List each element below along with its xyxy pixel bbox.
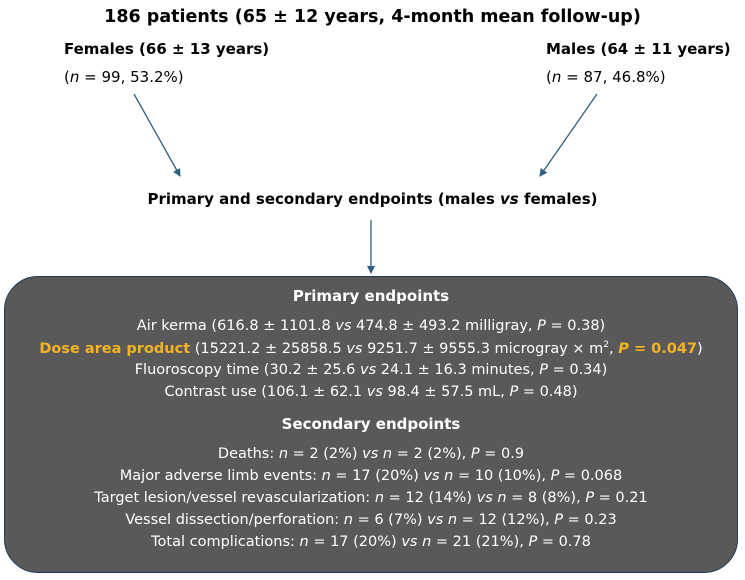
males-count: (n = 87, 46.8%) <box>546 68 666 86</box>
major-adverse-limb-events-line: Major adverse limb events: n = 17 (20%) … <box>119 468 623 484</box>
females-label: Females (66 ± 13 years) <box>64 40 270 58</box>
endpoints-panel: Primary endpoints Air kerma (616.8 ± 110… <box>4 276 738 573</box>
air-kerma-line: Air kerma (616.8 ± 1101.8 vs 474.8 ± 493… <box>136 318 606 334</box>
females-count: (n = 99, 53.2%) <box>64 68 184 86</box>
secondary-endpoints-heading: Secondary endpoints <box>281 415 461 433</box>
diagram-title: 186 patients (65 ± 12 years, 4-month mea… <box>104 7 641 27</box>
total-complications-line: Total complications: n = 17 (20%) vs n =… <box>151 534 591 550</box>
fluoroscopy-time-line: Fluoroscopy time (30.2 ± 25.6 vs 24.1 ± … <box>134 362 608 378</box>
arrow-females <box>133 93 181 177</box>
deaths-line: Deaths: n = 2 (2%) vs n = 2 (2%), P = 0.… <box>217 446 525 462</box>
dose-area-product-line: Dose area product (15221.2 ± 25858.5 vs … <box>39 340 703 357</box>
vessel-dissection-line: Vessel dissection/perforation: n = 6 (7%… <box>125 512 617 528</box>
revascularization-line: Target lesion/vessel revascularization: … <box>94 490 648 506</box>
primary-endpoints-heading: Primary endpoints <box>292 287 450 305</box>
males-label: Males (64 ± 11 years) <box>546 40 731 58</box>
arrow-males <box>539 93 598 177</box>
contrast-use-line: Contrast use (106.1 ± 62.1 vs 98.4 ± 57.… <box>164 384 578 400</box>
comparison-heading: Primary and secondary endpoints (males v… <box>147 190 598 208</box>
